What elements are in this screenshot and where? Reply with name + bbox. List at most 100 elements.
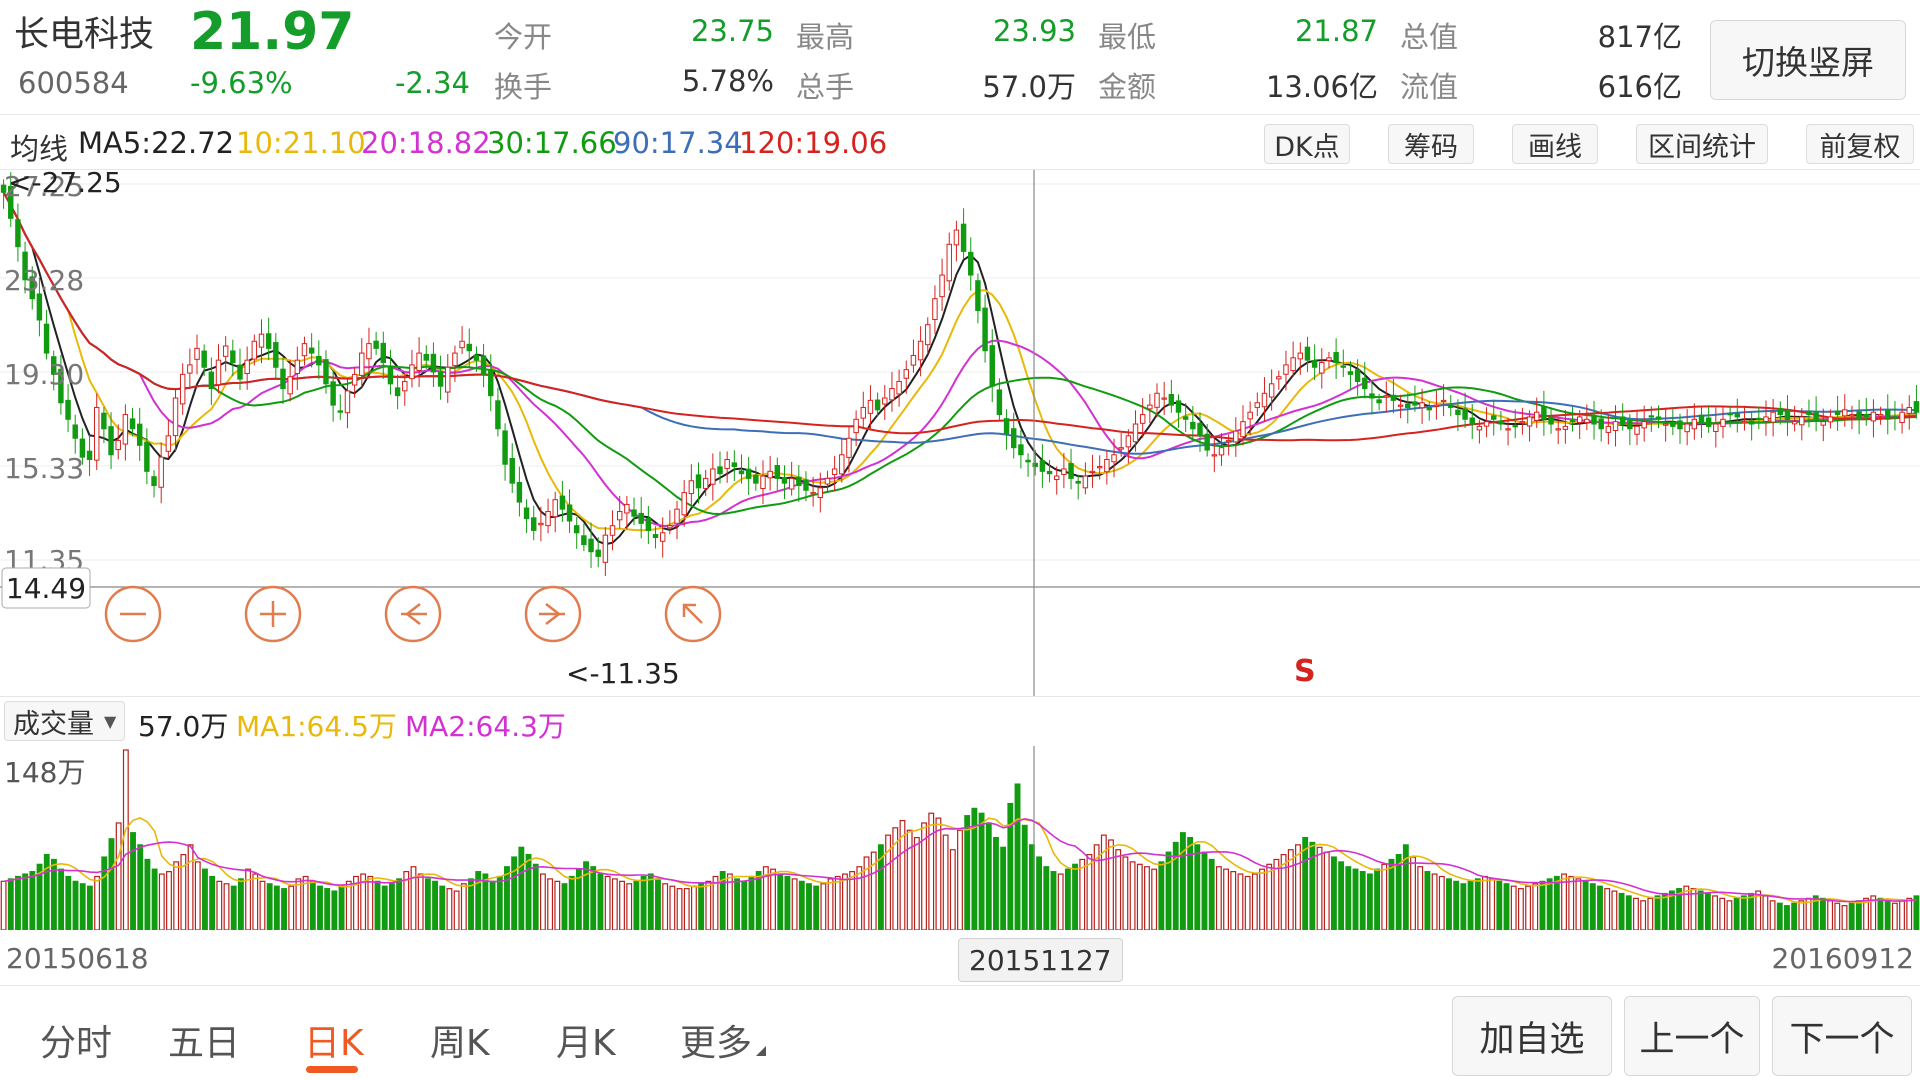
volume-bar [1798,900,1805,930]
volume-bar [216,880,223,930]
volume-bar [698,883,705,930]
quote-label-open: 今开 [494,20,553,54]
y-tick-label: 19.30 [4,358,84,391]
volume-bar [1108,839,1114,930]
switch-portrait-button[interactable]: 切换竖屏 [1710,20,1906,100]
volume-bar [597,873,604,930]
candle-body [473,354,480,361]
candle-body [1118,447,1124,450]
volume-bar [1244,875,1251,930]
ma-legend-ma5: MA5:22.72 [78,126,235,160]
volume-bar [1582,880,1589,930]
volume-bar [202,868,208,930]
tab-more[interactable]: 更多 [680,1023,753,1064]
volume-bar [1726,900,1733,930]
volume-bar [1115,849,1122,930]
candle-body [796,476,802,487]
volume-bar [245,868,252,930]
indicator-select[interactable]: 成交量 ▼ [4,701,126,741]
candle-body [1276,376,1282,380]
candle-body [1011,428,1017,449]
volume-bar [1467,880,1474,930]
volume-bar [137,844,144,930]
forward-adjust-button[interactable]: 前复权 [1806,124,1914,164]
candle-body [1834,410,1841,416]
volume-bar [669,885,676,930]
candle-body [316,355,322,366]
volume-bar [288,885,295,930]
add-watchlist-button[interactable]: 加自选 [1452,996,1612,1076]
candle-body [1648,415,1655,418]
volume-bar [1431,873,1438,930]
candle-body [294,359,301,374]
reset-view-icon[interactable] [664,585,722,643]
candle-body [982,307,988,352]
volume-ma-lines [3,817,1917,904]
draw-line-button[interactable]: 画线 [1512,124,1598,164]
quote-label-turnover: 换手 [494,70,553,104]
volume-bar [317,885,323,930]
volume-bar [1179,832,1186,930]
volume-bar [1906,897,1913,930]
candle-body [452,352,458,367]
volume-bar [532,863,539,930]
volume-bar [209,875,216,930]
chips-button[interactable]: 筹码 [1388,124,1474,164]
candle-body [1175,400,1182,413]
candle-body [1218,447,1225,456]
zoom-out-icon[interactable] [104,585,162,643]
candle-body [230,350,236,364]
next-stock-button[interactable]: 下一个 [1772,996,1912,1076]
candle-body [430,353,437,373]
tab-five-day[interactable]: 五日 [168,1023,241,1064]
volume-bar [1064,868,1071,930]
candle-body [1598,418,1604,430]
y-tick-label: 23.28 [4,264,84,297]
pan-left-icon[interactable] [384,585,442,643]
volume-chart[interactable]: 148万 [0,746,1920,930]
volume-bar [475,871,482,930]
candle-body [760,475,766,489]
volume-bar [892,827,899,930]
volume-bar [1640,900,1647,930]
volume-bar [834,875,841,930]
ma-legend-ma30: 30:17.66 [487,126,617,160]
volume-bar [1158,861,1165,930]
candle-body [1906,406,1912,414]
candle-body [151,476,157,487]
dk-point-button[interactable]: DK点 [1264,124,1350,164]
volume-ma2-line [3,817,1917,903]
volume-bar [1374,868,1381,930]
candle-body [1877,414,1884,417]
tab-daily-k[interactable]: 日K [304,1023,364,1064]
candle-body [1820,421,1827,426]
volume-bar [331,890,338,930]
candle-body [1483,421,1490,427]
tab-weekly-k[interactable]: 周K [430,1023,490,1064]
candle-body [251,340,258,360]
volume-bar [1877,897,1884,930]
period-tab-bar: 分时 五日 日K 周K 月K 更多 加自选 上一个 下一个 [0,986,1920,1080]
tab-monthly-k[interactable]: 月K [556,1023,616,1064]
volume-bar [921,822,927,930]
candle-body [1770,411,1776,423]
volume-bar [899,819,906,930]
volume-bars [0,749,1920,930]
volume-bar [590,866,597,930]
pan-right-icon[interactable] [524,585,582,643]
candle-body [445,366,451,393]
candle-body [466,343,472,352]
volume-bar [50,858,57,930]
tab-intraday[interactable]: 分时 [40,1023,113,1064]
current-price: 21.97 [190,2,355,62]
zoom-in-icon[interactable] [244,585,302,643]
ma-legend-ma120: 120:19.06 [739,126,888,160]
candle-body [502,430,508,465]
previous-stock-button[interactable]: 上一个 [1624,996,1760,1076]
volume-bar [1021,824,1028,930]
candle-body [1455,409,1461,416]
volume-bar [237,878,244,930]
candle-body [702,477,709,489]
range-stats-button[interactable]: 区间统计 [1636,124,1768,164]
